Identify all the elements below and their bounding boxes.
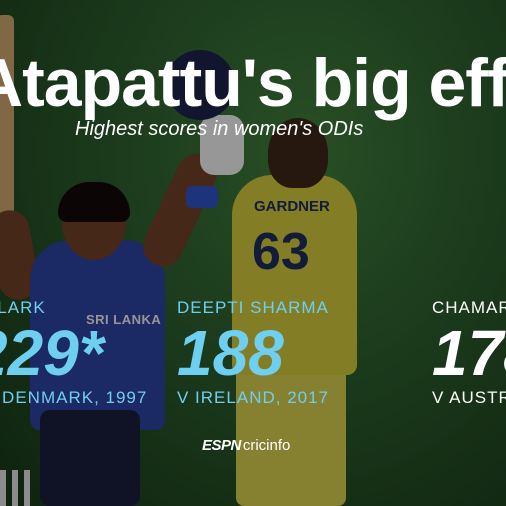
- opponent-year: V AUSTRALIA, 2017: [432, 388, 506, 407]
- headline: Atapattu's big effort: [0, 45, 506, 121]
- subheadline: Highest scores in women's ODIs: [75, 118, 364, 140]
- jersey-number: 63: [252, 223, 310, 281]
- score-value: 188: [177, 317, 284, 389]
- player-batter-hair: [58, 182, 130, 222]
- player-name: DEEPTI SHARMA: [177, 298, 329, 317]
- stat-block: DEEPTI SHARMA 188 V IRELAND, 2017: [177, 298, 329, 408]
- stat-block: CLARK 229* V DENMARK, 1997: [0, 298, 147, 408]
- helmet: [165, 50, 235, 120]
- cricinfo-wordmark: cricinfo: [242, 437, 291, 454]
- jersey-name: GARDNER: [254, 198, 330, 215]
- stumps: [0, 470, 34, 506]
- opponent-year: V DENMARK, 1997: [0, 388, 148, 407]
- wristband: [186, 186, 218, 208]
- score-value: 229*: [0, 317, 104, 389]
- player-name: CLARK: [0, 298, 46, 317]
- score-value: 178*: [432, 317, 506, 389]
- jersey-text: SRI LANKA: [86, 312, 162, 327]
- player-batter-jersey: [30, 240, 165, 430]
- player-fielder-jersey: [232, 175, 357, 375]
- player-name: CHAMARI ATAPATTU: [432, 298, 506, 317]
- opponent-year: V IRELAND, 2017: [177, 388, 330, 407]
- batting-glove: [200, 115, 244, 175]
- espncricinfo-logo: ESPN cricinfo: [202, 437, 290, 454]
- player-batter-legs: [40, 410, 140, 506]
- espn-wordmark: ESPN: [202, 437, 241, 454]
- player-fielder-head: [268, 118, 328, 188]
- stat-block: CHAMARI ATAPATTU 178* V AUSTRALIA, 2017: [432, 298, 506, 408]
- cricket-bat: [0, 15, 14, 215]
- player-fielder-legs: [236, 360, 346, 506]
